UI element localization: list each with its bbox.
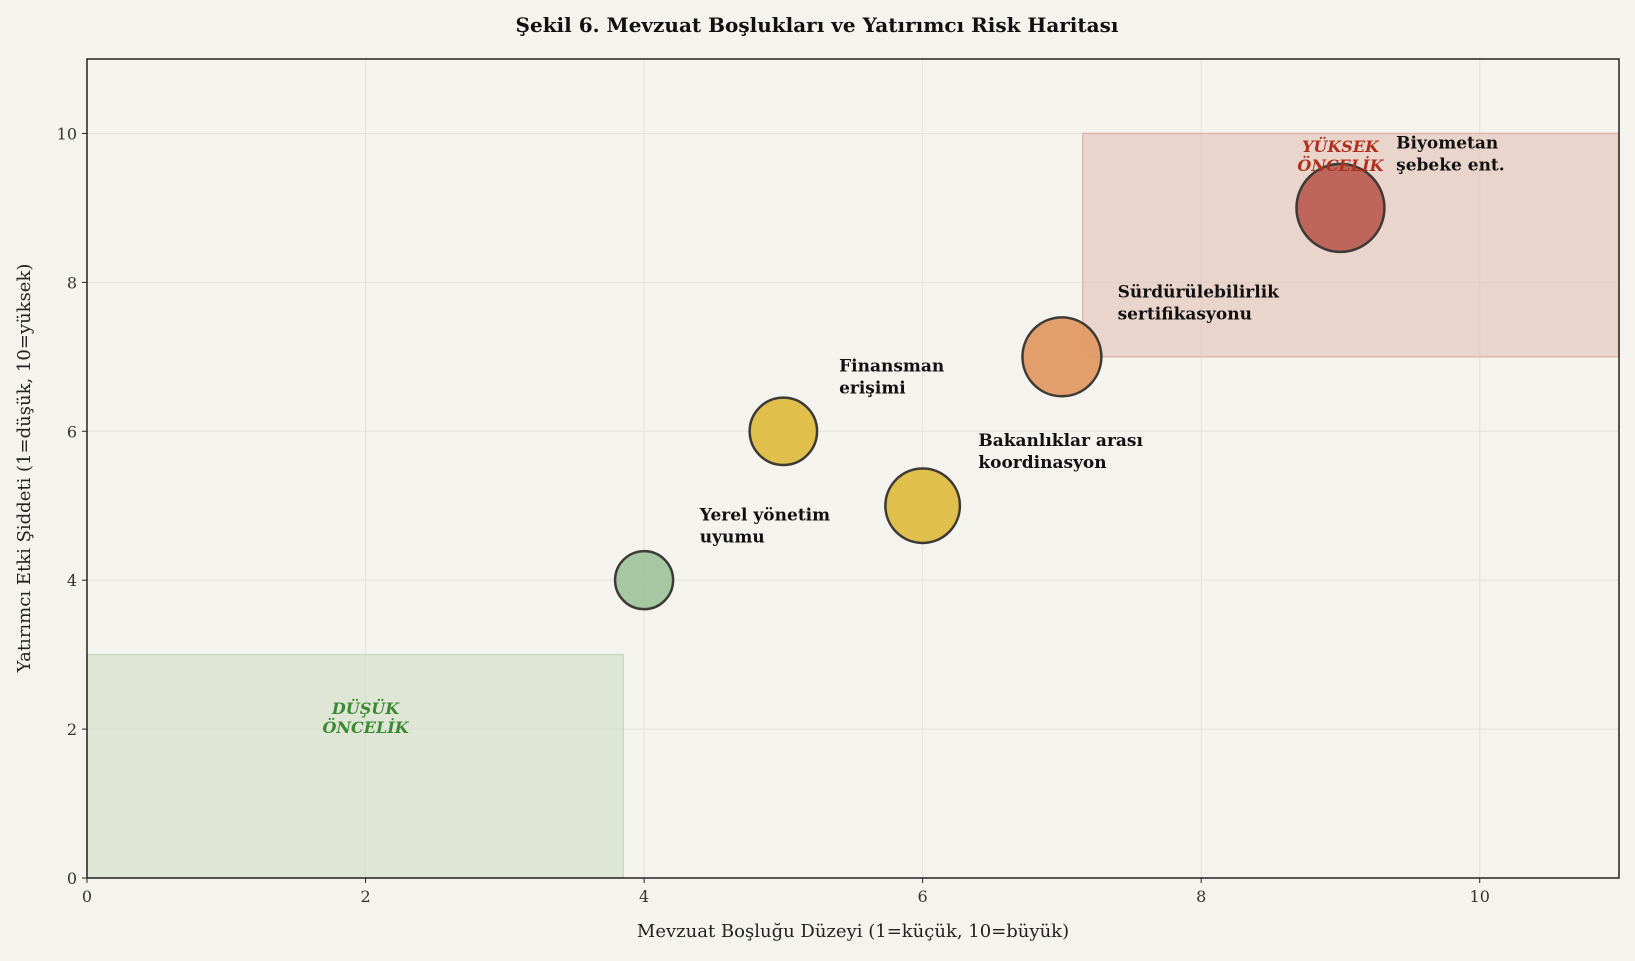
bubble-point	[613, 549, 675, 611]
x-tick-label: 0	[82, 887, 92, 906]
x-tick-label: 8	[1196, 887, 1206, 906]
region-label-line: YÜKSEK	[1302, 136, 1380, 156]
bubble-label-line: koordinasyon	[978, 453, 1106, 473]
bubble-label-line: Bakanlıklar arası	[978, 431, 1143, 451]
bubble-label: Finansman erişimi	[839, 357, 944, 399]
bubble-label-line: Yerel yönetim	[699, 506, 830, 526]
region-label: DÜŞÜK ÖNCELİK	[322, 698, 409, 737]
bubble-label-line: uyumu	[700, 528, 765, 548]
y-tick-label: 4	[67, 571, 77, 590]
bubble-label-line: Finansman	[839, 357, 944, 377]
region-label: YÜKSEK ÖNCELİK	[1297, 136, 1384, 175]
bubble-label: Yerel yönetim uyumu	[699, 506, 830, 548]
region-label-line: ÖNCELİK	[322, 717, 409, 737]
y-tick-label: 6	[67, 422, 77, 441]
priority-region	[86, 653, 624, 879]
region-label-line: DÜŞÜK	[331, 698, 400, 718]
region-label-line: ÖNCELİK	[1297, 155, 1384, 175]
y-tick-label: 2	[67, 720, 77, 739]
bubble-label: Biyometan şebeke ent.	[1396, 133, 1505, 175]
x-tick-label: 10	[1470, 887, 1490, 906]
x-tick-label: 6	[918, 887, 928, 906]
bubble-label-line: Sürdürülebilirlik	[1118, 282, 1281, 302]
y-tick-label: 8	[67, 273, 77, 292]
bubble-point	[1021, 316, 1103, 398]
x-tick-label: 4	[639, 887, 649, 906]
bubble-label: Sürdürülebilirlik sertifikasyonu	[1118, 282, 1281, 324]
bubble-label-line: Biyometan	[1396, 133, 1498, 153]
y-axis-label: Yatırımcı Etki Şiddeti (1=düşük, 10=yüks…	[14, 264, 35, 674]
axes-frame	[86, 58, 1620, 879]
bubble-label-line: sertifikasyonu	[1118, 304, 1252, 324]
x-axis-label: Mevzuat Boşluğu Düzeyi (1=küçük, 10=büyü…	[637, 921, 1069, 942]
bubble-label-line: erişimi	[839, 379, 906, 399]
bubble-point	[748, 396, 819, 467]
bubble-label-line: şebeke ent.	[1396, 155, 1505, 175]
y-tick-label: 10	[57, 124, 77, 143]
bubble-point	[1295, 162, 1386, 254]
bubble-point	[884, 467, 962, 545]
y-tick-label: 0	[67, 869, 77, 888]
plot-area: Yerel yönetim uyumu Finansman erişimi Bakanl…	[57, 58, 1620, 906]
bubble-label: Bakanlıklar arası koordinasyon	[978, 431, 1143, 473]
chart-title: Şekil 6. Mevzuat Boşlukları ve Yatırımcı…	[516, 13, 1119, 37]
x-tick-label: 2	[360, 887, 370, 906]
